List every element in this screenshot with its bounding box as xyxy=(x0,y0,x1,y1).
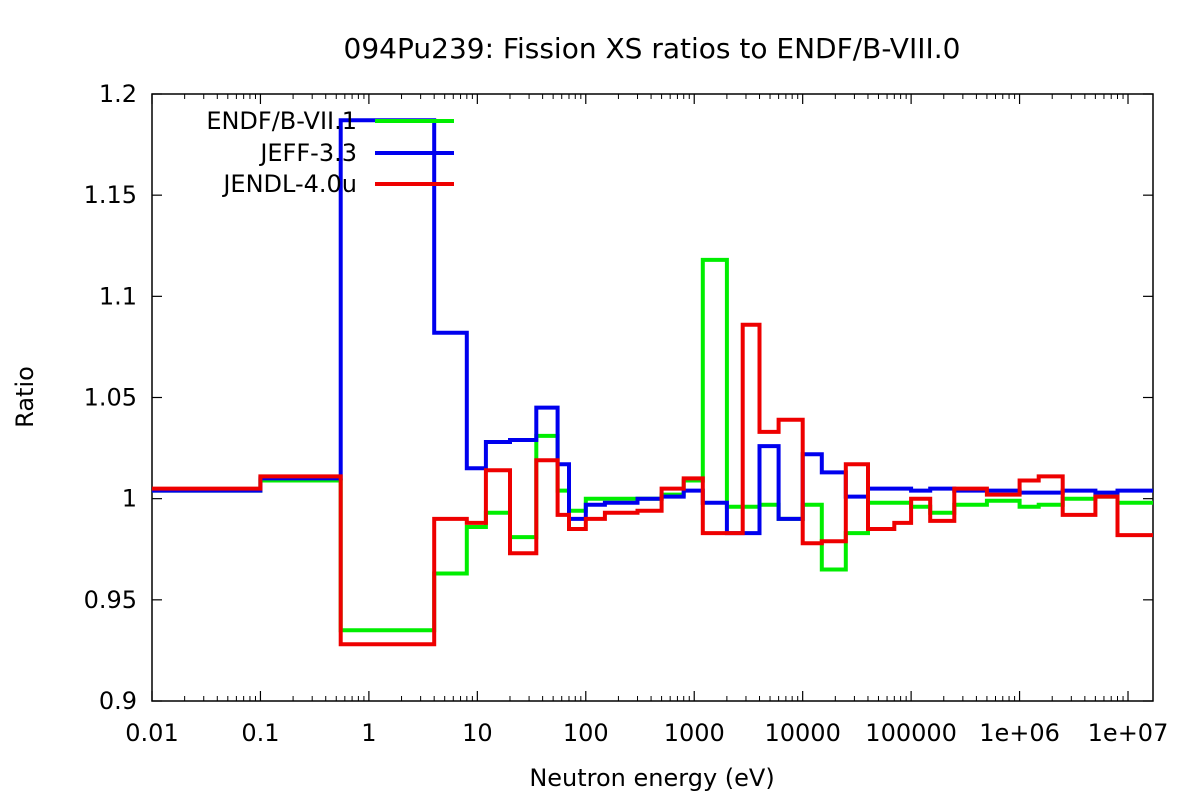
y-tick-label: 1.15 xyxy=(84,181,137,209)
y-tick-label: 1.05 xyxy=(84,384,137,412)
x-tick-label: 0.01 xyxy=(125,719,178,747)
chart-title: 094Pu239: Fission XS ratios to ENDF/B-VI… xyxy=(344,32,961,65)
x-tick-label: 100 xyxy=(563,719,609,747)
x-axis-label: Neutron energy (eV) xyxy=(529,764,774,792)
axis-ticks: 0.01 0.1 1 10 100 1000 10000 100000 1e+06 1e+07 0.… xyxy=(84,80,1169,747)
series-line-3 xyxy=(152,322,1153,647)
x-tick-label: 1 xyxy=(361,719,376,747)
x-tick-label: 1000 xyxy=(664,719,725,747)
x-tick-label: 10000 xyxy=(764,719,840,747)
x-tick-label: 100000 xyxy=(865,719,957,747)
y-tick-label: 0.9 xyxy=(99,687,137,715)
legend-label: JENDL-4.0u xyxy=(221,170,357,198)
y-tick-label: 1.2 xyxy=(99,80,137,108)
y-tick-label: 0.95 xyxy=(84,586,137,614)
legend-label: ENDF/B-VII.1 xyxy=(206,107,357,135)
legend: ENDF/B-VII.1 JEFF-3.3 JENDL-4.0u xyxy=(206,107,454,198)
x-tick-label: 0.1 xyxy=(241,719,279,747)
x-tick-label: 1e+06 xyxy=(979,719,1060,747)
legend-label: JEFF-3.3 xyxy=(258,139,357,167)
series-line-1 xyxy=(152,257,1153,633)
y-axis-label: Ratio xyxy=(11,366,39,428)
x-tick-label: 10 xyxy=(462,719,493,747)
x-tick-label: 1e+07 xyxy=(1088,719,1169,747)
y-tick-label: 1.1 xyxy=(99,282,137,310)
y-tick-label: 1 xyxy=(122,485,137,513)
series-layer xyxy=(152,118,1153,647)
